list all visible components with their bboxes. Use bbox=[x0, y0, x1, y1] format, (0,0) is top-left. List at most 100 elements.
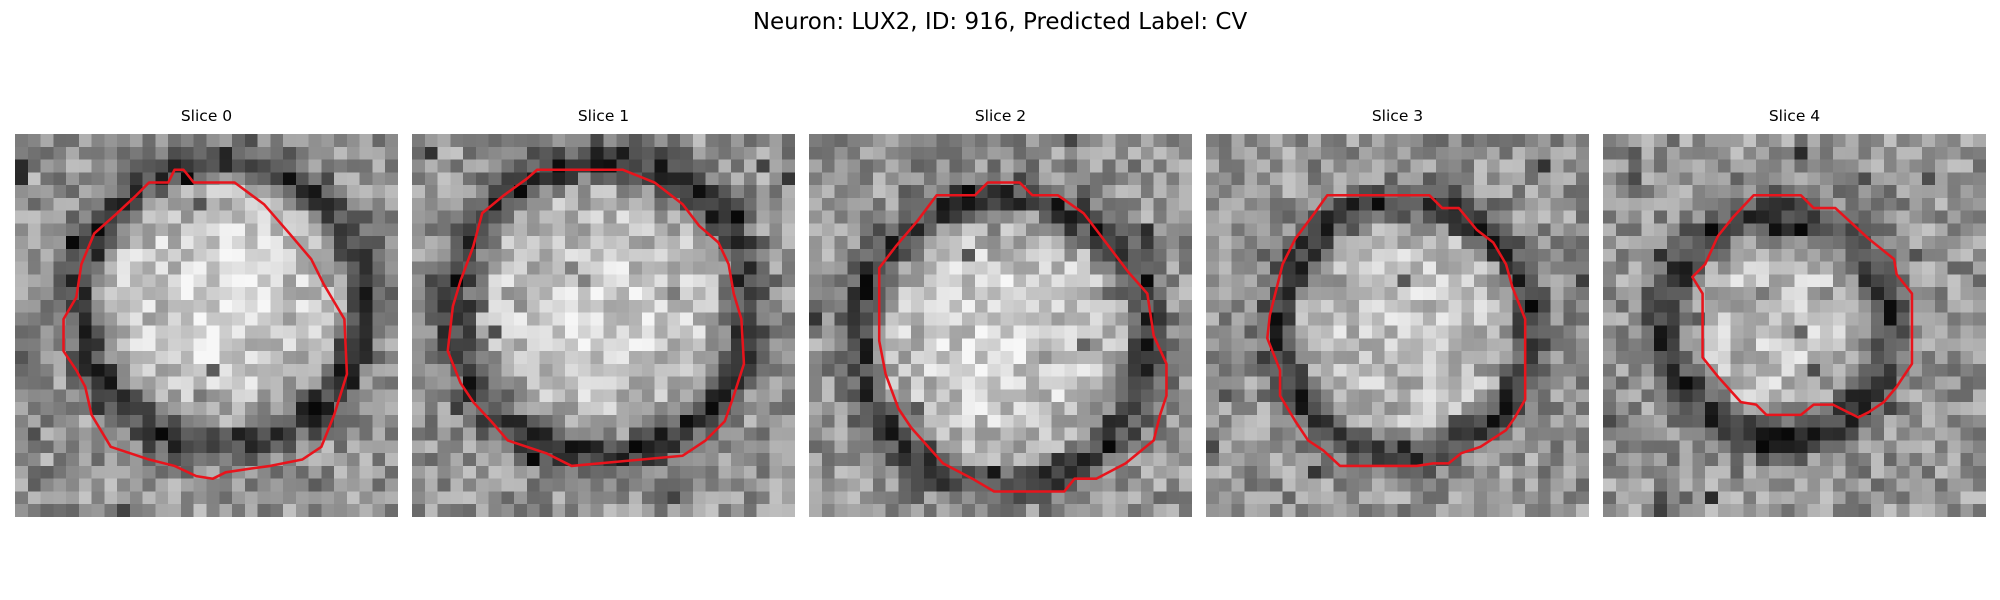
pixel bbox=[66, 504, 80, 517]
pixel bbox=[1257, 210, 1271, 224]
pixel bbox=[1781, 248, 1795, 262]
pixel bbox=[1346, 159, 1360, 173]
pixel bbox=[1743, 376, 1757, 390]
pixel bbox=[1115, 402, 1129, 416]
pixel bbox=[104, 146, 118, 160]
pixel bbox=[1448, 146, 1462, 160]
pixel bbox=[565, 427, 579, 441]
pixel bbox=[1218, 185, 1232, 199]
pixel bbox=[1603, 159, 1617, 173]
pixel bbox=[1947, 261, 1961, 275]
pixel bbox=[155, 414, 169, 428]
pixel bbox=[1615, 172, 1629, 186]
pixel bbox=[142, 312, 156, 326]
pixel bbox=[206, 338, 220, 352]
pixel bbox=[385, 491, 398, 505]
pixel bbox=[1832, 351, 1846, 365]
pixel bbox=[1333, 287, 1347, 301]
pixel bbox=[718, 134, 732, 148]
pixel bbox=[1013, 414, 1027, 428]
pixel bbox=[1615, 210, 1629, 224]
pixel bbox=[1153, 159, 1167, 173]
pixel bbox=[974, 248, 988, 262]
pixel bbox=[1026, 274, 1040, 288]
pixel bbox=[1140, 453, 1154, 467]
pixel bbox=[1603, 338, 1617, 352]
pixel bbox=[104, 223, 118, 237]
pixel bbox=[949, 223, 963, 237]
pixel bbox=[565, 312, 579, 326]
pixel bbox=[1140, 389, 1154, 403]
pixel bbox=[603, 248, 617, 262]
pixel bbox=[66, 338, 80, 352]
pixel bbox=[1206, 465, 1220, 479]
pixel bbox=[756, 440, 770, 454]
pixel bbox=[1423, 210, 1437, 224]
pixel bbox=[1013, 210, 1027, 224]
pixel bbox=[1947, 172, 1961, 186]
pixel bbox=[244, 312, 258, 326]
pixel bbox=[1282, 376, 1296, 390]
pixel bbox=[1064, 465, 1078, 479]
pixel bbox=[66, 261, 80, 275]
pixel bbox=[1794, 363, 1808, 377]
pixel bbox=[1115, 134, 1129, 148]
pixel bbox=[155, 159, 169, 173]
pixel bbox=[1282, 325, 1296, 339]
slice-image bbox=[15, 134, 398, 517]
pixel bbox=[91, 299, 105, 313]
pixel bbox=[603, 453, 617, 467]
pixel bbox=[104, 491, 118, 505]
pixel bbox=[283, 197, 297, 211]
pixel bbox=[283, 491, 297, 505]
pixel bbox=[1768, 402, 1782, 416]
pixel bbox=[1858, 389, 1872, 403]
pixel bbox=[129, 287, 143, 301]
pixel bbox=[1486, 197, 1500, 211]
pixel bbox=[1947, 414, 1961, 428]
pixel bbox=[104, 414, 118, 428]
pixel bbox=[359, 351, 373, 365]
pixel bbox=[1934, 299, 1948, 313]
pixel bbox=[1871, 274, 1885, 288]
pixel bbox=[66, 363, 80, 377]
pixel bbox=[898, 197, 912, 211]
pixel bbox=[1730, 402, 1744, 416]
pixel bbox=[1743, 312, 1757, 326]
pixel bbox=[1320, 287, 1334, 301]
slice-title: Slice 3 bbox=[1371, 107, 1424, 125]
pixel bbox=[15, 351, 29, 365]
pixel bbox=[1128, 414, 1142, 428]
pixel bbox=[834, 287, 848, 301]
pixel bbox=[1333, 414, 1347, 428]
pixel bbox=[565, 172, 579, 186]
pixel bbox=[142, 504, 156, 517]
pixel bbox=[1397, 172, 1411, 186]
pixel bbox=[680, 478, 694, 492]
pixel bbox=[334, 287, 348, 301]
pixel bbox=[463, 427, 477, 441]
pixel bbox=[1909, 402, 1923, 416]
pixel bbox=[1883, 274, 1897, 288]
pixel bbox=[539, 146, 553, 160]
pixel bbox=[1666, 134, 1680, 148]
pixel bbox=[1641, 159, 1655, 173]
pixel bbox=[1371, 440, 1385, 454]
pixel bbox=[590, 478, 604, 492]
pixel bbox=[603, 312, 617, 326]
pixel bbox=[1666, 402, 1680, 416]
pixel bbox=[1525, 376, 1539, 390]
pixel bbox=[1410, 338, 1424, 352]
pixel bbox=[539, 491, 553, 505]
pixel bbox=[1858, 197, 1872, 211]
pixel bbox=[654, 185, 668, 199]
pixel bbox=[104, 185, 118, 199]
pixel bbox=[705, 453, 719, 467]
pixel bbox=[1410, 402, 1424, 416]
pixel bbox=[1474, 185, 1488, 199]
pixel bbox=[1666, 261, 1680, 275]
pixel bbox=[1206, 197, 1220, 211]
pixel bbox=[949, 491, 963, 505]
pixel bbox=[1781, 261, 1795, 275]
pixel bbox=[295, 427, 309, 441]
